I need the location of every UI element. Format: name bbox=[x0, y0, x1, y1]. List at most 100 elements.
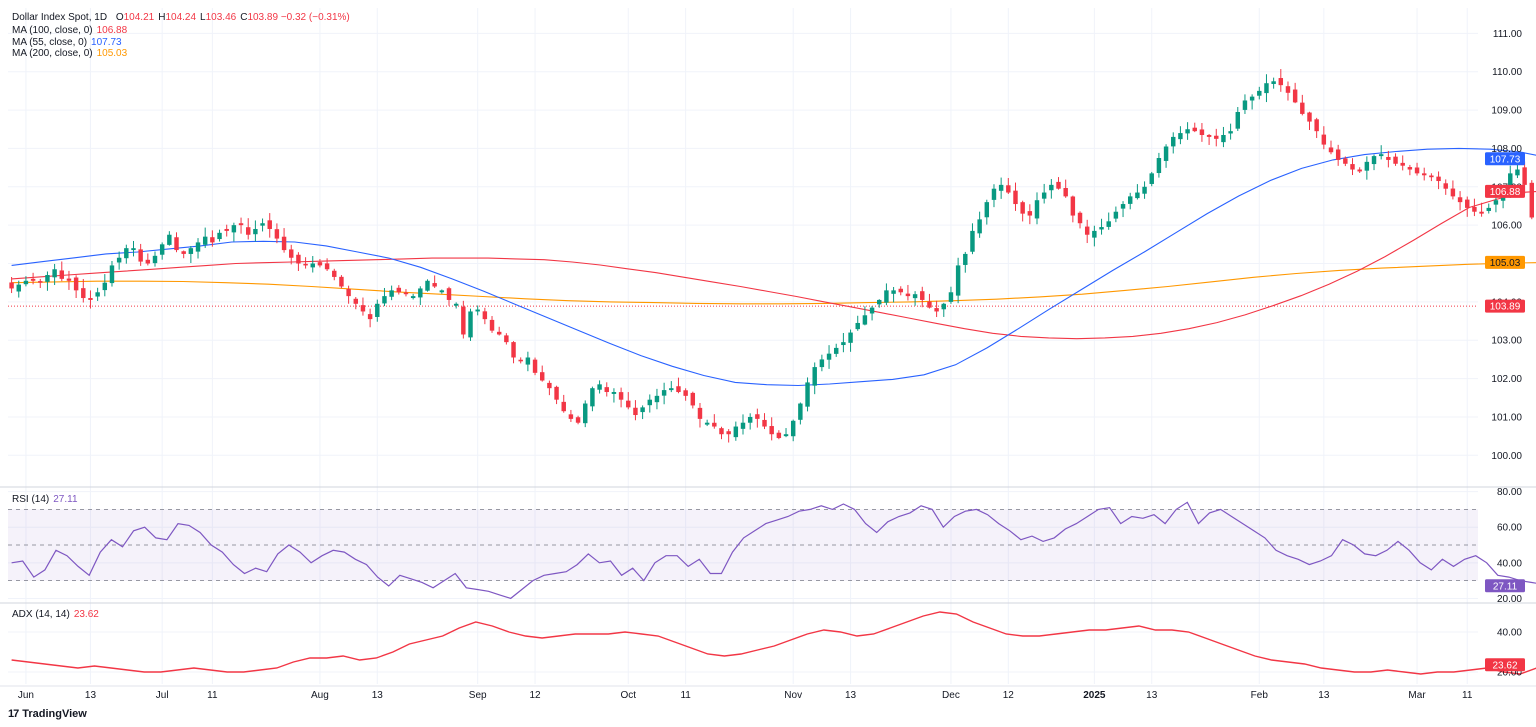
candle-body bbox=[597, 384, 602, 390]
candle bbox=[1393, 153, 1398, 166]
candle-body bbox=[733, 426, 739, 438]
candle bbox=[1285, 81, 1291, 101]
time-tick-label: 2025 bbox=[1083, 690, 1106, 701]
tradingview-brand[interactable]: 17 TradingView bbox=[8, 708, 87, 720]
candle-body bbox=[1465, 199, 1470, 208]
candle-body bbox=[260, 223, 265, 226]
candle bbox=[1206, 134, 1212, 145]
candle bbox=[583, 400, 588, 428]
candle bbox=[1221, 126, 1226, 148]
candle-body bbox=[912, 294, 918, 299]
candle-body bbox=[289, 249, 294, 258]
candle bbox=[1436, 171, 1441, 190]
candle-body bbox=[16, 284, 21, 292]
pane-dividers bbox=[0, 486, 1536, 687]
price-tick-label: 110.00 bbox=[1492, 67, 1522, 78]
candle bbox=[332, 268, 337, 281]
adx-legend[interactable]: ADX (14, 14) 23.62 bbox=[12, 609, 99, 621]
price-tag-bg bbox=[1485, 152, 1525, 166]
ma200-line bbox=[11, 262, 1536, 305]
candle-body bbox=[970, 230, 975, 252]
candle-body bbox=[317, 262, 323, 266]
candle bbox=[704, 419, 710, 427]
candle bbox=[647, 394, 653, 413]
ma200-legend[interactable]: MA (200, close, 0) 105.03 bbox=[12, 48, 127, 60]
candle-body bbox=[862, 315, 868, 325]
candle bbox=[826, 345, 832, 369]
candle-body bbox=[747, 416, 753, 423]
candle bbox=[1077, 211, 1083, 229]
candle-body bbox=[547, 382, 552, 389]
candle-body bbox=[683, 390, 688, 396]
candle-body bbox=[1314, 119, 1319, 132]
ma100-legend[interactable]: MA (100, close, 0) 106.88 bbox=[12, 25, 127, 37]
candle bbox=[798, 402, 803, 425]
time-tick-label: 13 bbox=[845, 690, 857, 701]
candle-body bbox=[1522, 167, 1527, 185]
candle bbox=[1457, 191, 1463, 211]
candle bbox=[690, 391, 696, 409]
candle bbox=[346, 285, 351, 304]
candle bbox=[389, 285, 394, 301]
candle-body bbox=[1529, 182, 1535, 218]
candle-body bbox=[884, 290, 889, 303]
symbol-legend[interactable]: Dollar Index Spot, 1D O104.21 H104.24 L103… bbox=[12, 12, 350, 24]
candle-body bbox=[267, 220, 272, 229]
candle bbox=[88, 290, 93, 309]
candle-body bbox=[296, 254, 301, 264]
ohlc-h: H104.24 bbox=[158, 12, 196, 23]
price-tag-text: 27.11 bbox=[1493, 581, 1518, 592]
rsi-label: RSI (14) bbox=[12, 494, 50, 505]
candle bbox=[532, 357, 538, 376]
candle-body bbox=[704, 422, 710, 425]
candle bbox=[927, 293, 932, 309]
rsi-legend[interactable]: RSI (14) 27.11 bbox=[12, 494, 78, 506]
ma55-legend[interactable]: MA (55, close, 0) 107.73 bbox=[12, 37, 122, 49]
candle-body bbox=[1479, 211, 1484, 214]
candle bbox=[841, 332, 846, 353]
time-axis[interactable]: Jun 13 Jul 11 Aug 13 Sep 12 Oct 11 Nov 13 Dec 12 2025 1… bbox=[18, 690, 1473, 701]
price-tag-bg bbox=[1485, 184, 1525, 198]
candle-body bbox=[1041, 192, 1047, 199]
candle-body bbox=[30, 278, 36, 281]
candle bbox=[1529, 180, 1535, 220]
candle bbox=[633, 400, 638, 421]
candle bbox=[848, 329, 853, 352]
candle-body bbox=[647, 399, 653, 406]
candle bbox=[1049, 179, 1054, 199]
time-tick-label: 12 bbox=[1003, 690, 1015, 701]
candle bbox=[604, 382, 609, 397]
candle-body bbox=[1285, 86, 1291, 93]
candle bbox=[1163, 144, 1169, 168]
candle bbox=[23, 276, 29, 287]
candle bbox=[202, 227, 208, 248]
candle bbox=[1429, 173, 1434, 182]
candle-body bbox=[403, 292, 409, 295]
candle-body bbox=[217, 232, 222, 240]
candle-body bbox=[1364, 161, 1370, 171]
candle-body bbox=[1049, 184, 1054, 191]
price-change: −0.32 (−0.31%) bbox=[280, 12, 350, 23]
candle bbox=[1142, 181, 1147, 199]
ma55-value: 107.73 bbox=[91, 37, 122, 48]
grid-lines bbox=[8, 8, 1478, 684]
candle-body bbox=[1163, 146, 1169, 161]
time-tick-label: 11 bbox=[680, 690, 691, 701]
rsi-tick-label: 60.00 bbox=[1497, 523, 1522, 534]
candle-body bbox=[425, 280, 430, 291]
candle bbox=[1192, 122, 1197, 133]
candle-body bbox=[1063, 188, 1068, 197]
candle-body bbox=[1156, 158, 1162, 174]
candle-body bbox=[963, 253, 968, 265]
candle-body bbox=[1350, 164, 1355, 170]
candle bbox=[805, 377, 810, 412]
candle bbox=[375, 299, 380, 322]
candle bbox=[934, 300, 939, 318]
candle bbox=[1092, 225, 1097, 247]
symbol-title: Dollar Index Spot, 1D bbox=[12, 12, 108, 23]
candle-body bbox=[1429, 175, 1434, 178]
candle bbox=[726, 429, 731, 443]
candle bbox=[224, 224, 229, 237]
candle bbox=[461, 300, 466, 339]
